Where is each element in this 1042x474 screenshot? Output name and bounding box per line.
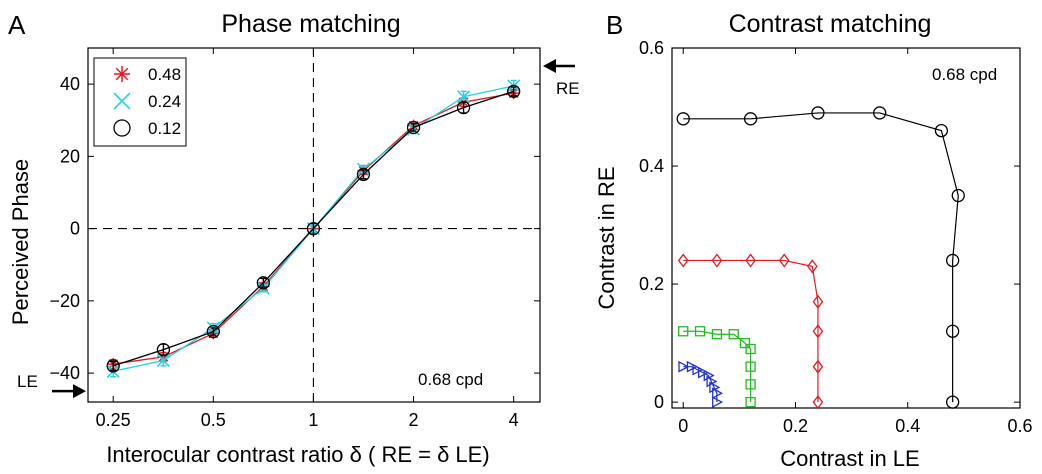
panel-a-le-arrow-head	[73, 384, 86, 399]
panel-a-data-point	[156, 353, 170, 368]
panel-a-plot: 0.25 0.5 1 2 4 −40 −20 0 20 40 0.48 0.24 0.12	[49, 47, 575, 430]
panel-a-x-tick-label: 0.25	[96, 410, 131, 430]
panel-a-x-tick-label: 2	[409, 410, 419, 430]
panel-b-data-point	[812, 294, 824, 309]
panel-b-data-point	[743, 112, 758, 126]
panel-a-letter: A	[8, 10, 26, 40]
panel-b-data-point	[778, 253, 790, 268]
panel-a-y-tick-label: −20	[49, 291, 80, 311]
panel-b-data-point	[745, 379, 756, 390]
panel-a-legend-label: 0.24	[148, 92, 181, 111]
panel-b-data-point	[694, 326, 706, 337]
panel-b-data-point	[728, 329, 739, 340]
panel-a-re-label: RE	[556, 79, 580, 98]
panel-b-annotation: 0.68 cpd	[932, 65, 997, 84]
panel-a-legend-label: 0.48	[148, 65, 181, 84]
panel-b-letter: B	[606, 10, 623, 40]
panel-a-x-tick-label: 4	[509, 410, 519, 430]
panel-a-legend-marker	[114, 66, 130, 82]
panel-b-data-point	[739, 337, 751, 349]
panel-b-x-tick-label: 0	[678, 416, 688, 436]
panel-b-series-line	[683, 330, 752, 403]
panel-a-data-point	[256, 276, 270, 290]
panel-a-le-label: LE	[17, 372, 38, 391]
panel-b-series-line	[683, 259, 819, 403]
panel-a-title: Phase matching	[221, 10, 400, 38]
panel-b-y-tick-label: 0	[654, 392, 664, 412]
panel-b-data-point	[712, 396, 724, 408]
panel-b-data-point	[945, 253, 960, 268]
panel-a-data-point	[456, 100, 471, 115]
panel-b-xlabel: Contrast in LE	[780, 446, 919, 471]
panel-b-x-tick-label: 0.2	[783, 416, 808, 436]
panel-b-data-point	[678, 326, 689, 337]
panel-b-data-point	[873, 106, 887, 120]
panel-b-y-tick-label: 0.2	[639, 274, 664, 294]
panel-a-ylabel: Perceived Phase	[8, 159, 33, 325]
panel-a-y-tick-label: −40	[49, 363, 80, 383]
panel-a-data-point	[156, 342, 171, 357]
panel-a-data-point	[356, 167, 371, 182]
panel-b-title: Contrast matching	[729, 10, 932, 38]
panel-a-data-point	[406, 120, 421, 135]
panel-a-legend-label: 0.12	[148, 119, 181, 138]
panel-a-y-tick-label: 0	[70, 219, 80, 239]
panel-b-data-point	[745, 361, 756, 372]
panel-b-data-point	[807, 259, 818, 274]
panel-a-annotation: 0.68 cpd	[418, 370, 483, 389]
panel-b-data-point	[812, 359, 824, 374]
panel-b-data-point	[945, 324, 960, 338]
panel-a-axes-box	[87, 47, 541, 403]
panel-a-re-arrow-head	[543, 59, 556, 74]
panel-b-data-point	[945, 395, 960, 409]
panel-b-data-point	[676, 112, 690, 126]
panel-a-y-tick-label: 40	[60, 74, 80, 94]
panel-b-axes-box	[671, 47, 1021, 409]
panel-a-data-point	[106, 359, 120, 373]
panel-a-data-point	[306, 221, 321, 236]
panel-b-data-point	[812, 324, 824, 339]
panel-b-y-tick-label: 0.6	[639, 38, 664, 58]
panel-b-data-point	[951, 188, 965, 203]
panel-a-legend-marker	[113, 119, 131, 137]
panel-b-data-point	[745, 343, 756, 355]
panel-a-legend-marker	[113, 92, 131, 110]
panel-b-data-point	[711, 253, 723, 268]
panel-a-data-point	[457, 90, 471, 104]
panel-b-data-point	[934, 123, 949, 138]
panel-b-data-point	[745, 396, 756, 408]
panel-b-data-point	[812, 395, 824, 410]
panel-b-data-point	[745, 253, 756, 268]
panel-b-plot: 0 0.2 0.4 0.6 0 0.2 0.4 0.6	[639, 38, 1033, 436]
panel-b-y-tick-label: 0.4	[639, 156, 664, 176]
panel-b-data-point	[811, 106, 825, 120]
panel-b-ylabel: Contrast in RE	[594, 166, 619, 309]
panel-b-data-point	[692, 363, 704, 376]
panel-b-x-tick-label: 0.6	[1007, 416, 1032, 436]
panel-b-data-point	[698, 366, 710, 379]
panel-b-data-point	[711, 329, 723, 340]
panel-b-data-point	[686, 360, 698, 373]
panel-a-data-point	[507, 84, 521, 98]
panel-b-data-point	[677, 253, 689, 268]
panel-b-data-point	[678, 360, 690, 373]
panel-a-xlabel: Interocular contrast ratio δ ( RE = δ LE…	[106, 442, 489, 467]
panel-b-series-line	[683, 112, 959, 403]
panel-a-data-point	[206, 324, 220, 339]
panel-b-data-point	[712, 387, 724, 400]
panel-b-x-tick-label: 0.4	[895, 416, 920, 436]
panel-a-x-tick-label: 0.5	[201, 410, 226, 430]
panel-a-legend-box	[93, 57, 187, 147]
panel-a-y-tick-label: 20	[60, 146, 80, 166]
panel-a-x-tick-label: 1	[308, 410, 318, 430]
